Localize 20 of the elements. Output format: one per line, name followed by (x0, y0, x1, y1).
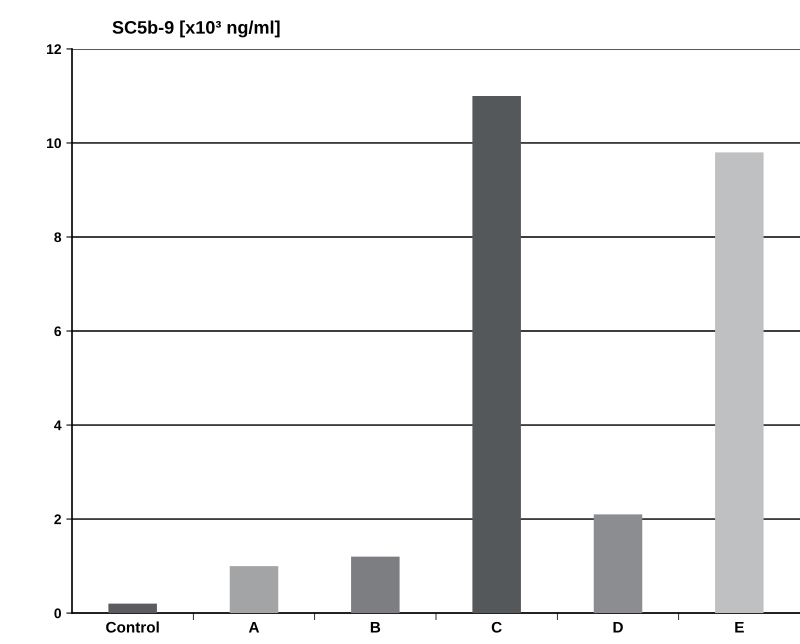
y-tick-label: 2 (54, 514, 62, 524)
x-tick-label: D (614, 622, 623, 632)
bar (230, 566, 278, 614)
x-tick-label: E (735, 622, 744, 632)
bar (472, 96, 521, 614)
y-axis-title: SC5b-9 [x10³ ng/ml] (112, 20, 280, 38)
bar (108, 604, 157, 614)
bar (715, 152, 764, 614)
x-tick-label: B (370, 622, 380, 632)
y-tick-label: 4 (54, 420, 62, 430)
x-tick-label: Control (106, 621, 159, 633)
y-tick-label: 8 (54, 232, 62, 242)
x-tick-label: C (492, 622, 502, 633)
bar (351, 556, 400, 614)
y-tick-label: 10 (47, 138, 62, 148)
y-tick-label: 0 (54, 608, 62, 618)
y-tick-label: 12 (47, 44, 62, 54)
y-tick-label: 6 (54, 326, 62, 336)
x-tick-label: A (248, 622, 260, 632)
bar (594, 514, 642, 614)
